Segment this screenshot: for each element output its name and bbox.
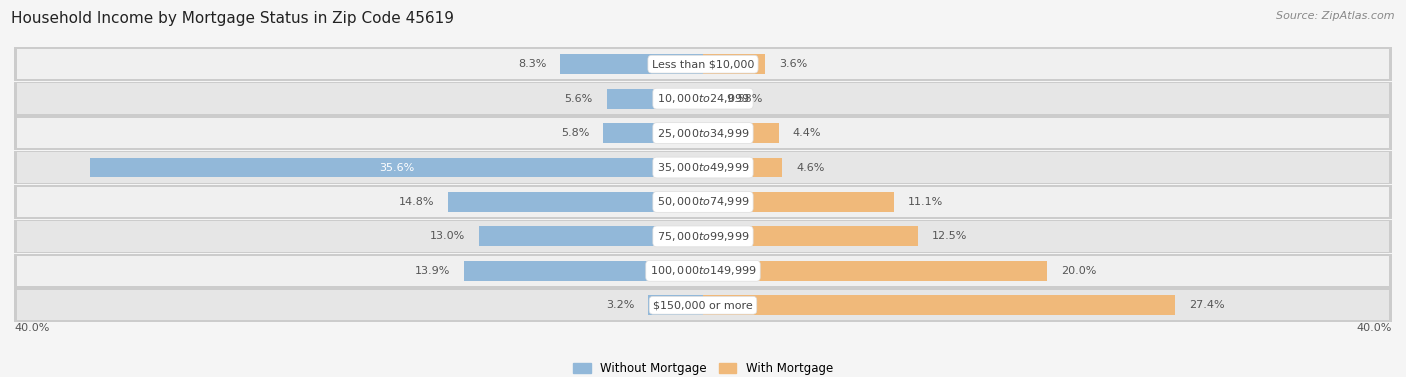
Bar (560, 54, 703, 74)
Text: $50,000 to $74,999: $50,000 to $74,999 (657, 195, 749, 208)
Bar (479, 227, 703, 247)
Bar (703, 54, 765, 74)
Text: Source: ZipAtlas.com: Source: ZipAtlas.com (1277, 11, 1395, 21)
Text: $150,000 or more: $150,000 or more (654, 300, 752, 310)
Text: 4.4%: 4.4% (793, 128, 821, 138)
Bar (603, 123, 703, 143)
Text: 5.6%: 5.6% (565, 93, 593, 104)
Bar (17, 187, 1389, 217)
Bar (14, 288, 1392, 322)
Text: 35.6%: 35.6% (378, 162, 413, 173)
Bar (14, 116, 1392, 150)
Bar (14, 254, 1392, 288)
Bar (449, 192, 703, 212)
Bar (703, 192, 894, 212)
Text: $35,000 to $49,999: $35,000 to $49,999 (657, 161, 749, 174)
Text: Household Income by Mortgage Status in Zip Code 45619: Household Income by Mortgage Status in Z… (11, 11, 454, 26)
Bar (17, 221, 1389, 251)
Bar (17, 152, 1389, 183)
Text: 20.0%: 20.0% (1062, 266, 1097, 276)
Text: 13.9%: 13.9% (415, 266, 450, 276)
Bar (14, 185, 1392, 219)
Bar (14, 47, 1392, 81)
Text: 12.5%: 12.5% (932, 231, 967, 241)
Text: 13.0%: 13.0% (430, 231, 465, 241)
Text: $10,000 to $24,999: $10,000 to $24,999 (657, 92, 749, 105)
Bar (606, 89, 703, 109)
Bar (17, 49, 1389, 79)
Bar (17, 118, 1389, 148)
Bar (648, 295, 703, 315)
Bar (14, 82, 1392, 115)
Bar (17, 83, 1389, 114)
Bar (703, 295, 1175, 315)
Text: 14.8%: 14.8% (399, 197, 434, 207)
Bar (703, 123, 779, 143)
Text: 0.58%: 0.58% (727, 93, 762, 104)
Text: Less than $10,000: Less than $10,000 (652, 59, 754, 69)
Bar (17, 290, 1389, 320)
Text: 4.6%: 4.6% (796, 162, 824, 173)
Text: 27.4%: 27.4% (1188, 300, 1225, 310)
Text: 5.8%: 5.8% (561, 128, 589, 138)
Bar (14, 219, 1392, 253)
Bar (17, 256, 1389, 286)
Bar (703, 158, 782, 178)
Legend: Without Mortgage, With Mortgage: Without Mortgage, With Mortgage (568, 357, 838, 377)
Text: $75,000 to $99,999: $75,000 to $99,999 (657, 230, 749, 243)
Text: 40.0%: 40.0% (1357, 323, 1392, 333)
Bar (464, 261, 703, 281)
Bar (90, 158, 703, 178)
Text: $100,000 to $149,999: $100,000 to $149,999 (650, 264, 756, 277)
Text: 3.6%: 3.6% (779, 59, 807, 69)
Bar (703, 261, 1047, 281)
Bar (14, 151, 1392, 184)
Text: 8.3%: 8.3% (517, 59, 547, 69)
Bar (703, 89, 713, 109)
Text: 11.1%: 11.1% (908, 197, 943, 207)
Bar (703, 227, 918, 247)
Text: $25,000 to $34,999: $25,000 to $34,999 (657, 127, 749, 139)
Text: 3.2%: 3.2% (606, 300, 634, 310)
Text: 40.0%: 40.0% (14, 323, 49, 333)
